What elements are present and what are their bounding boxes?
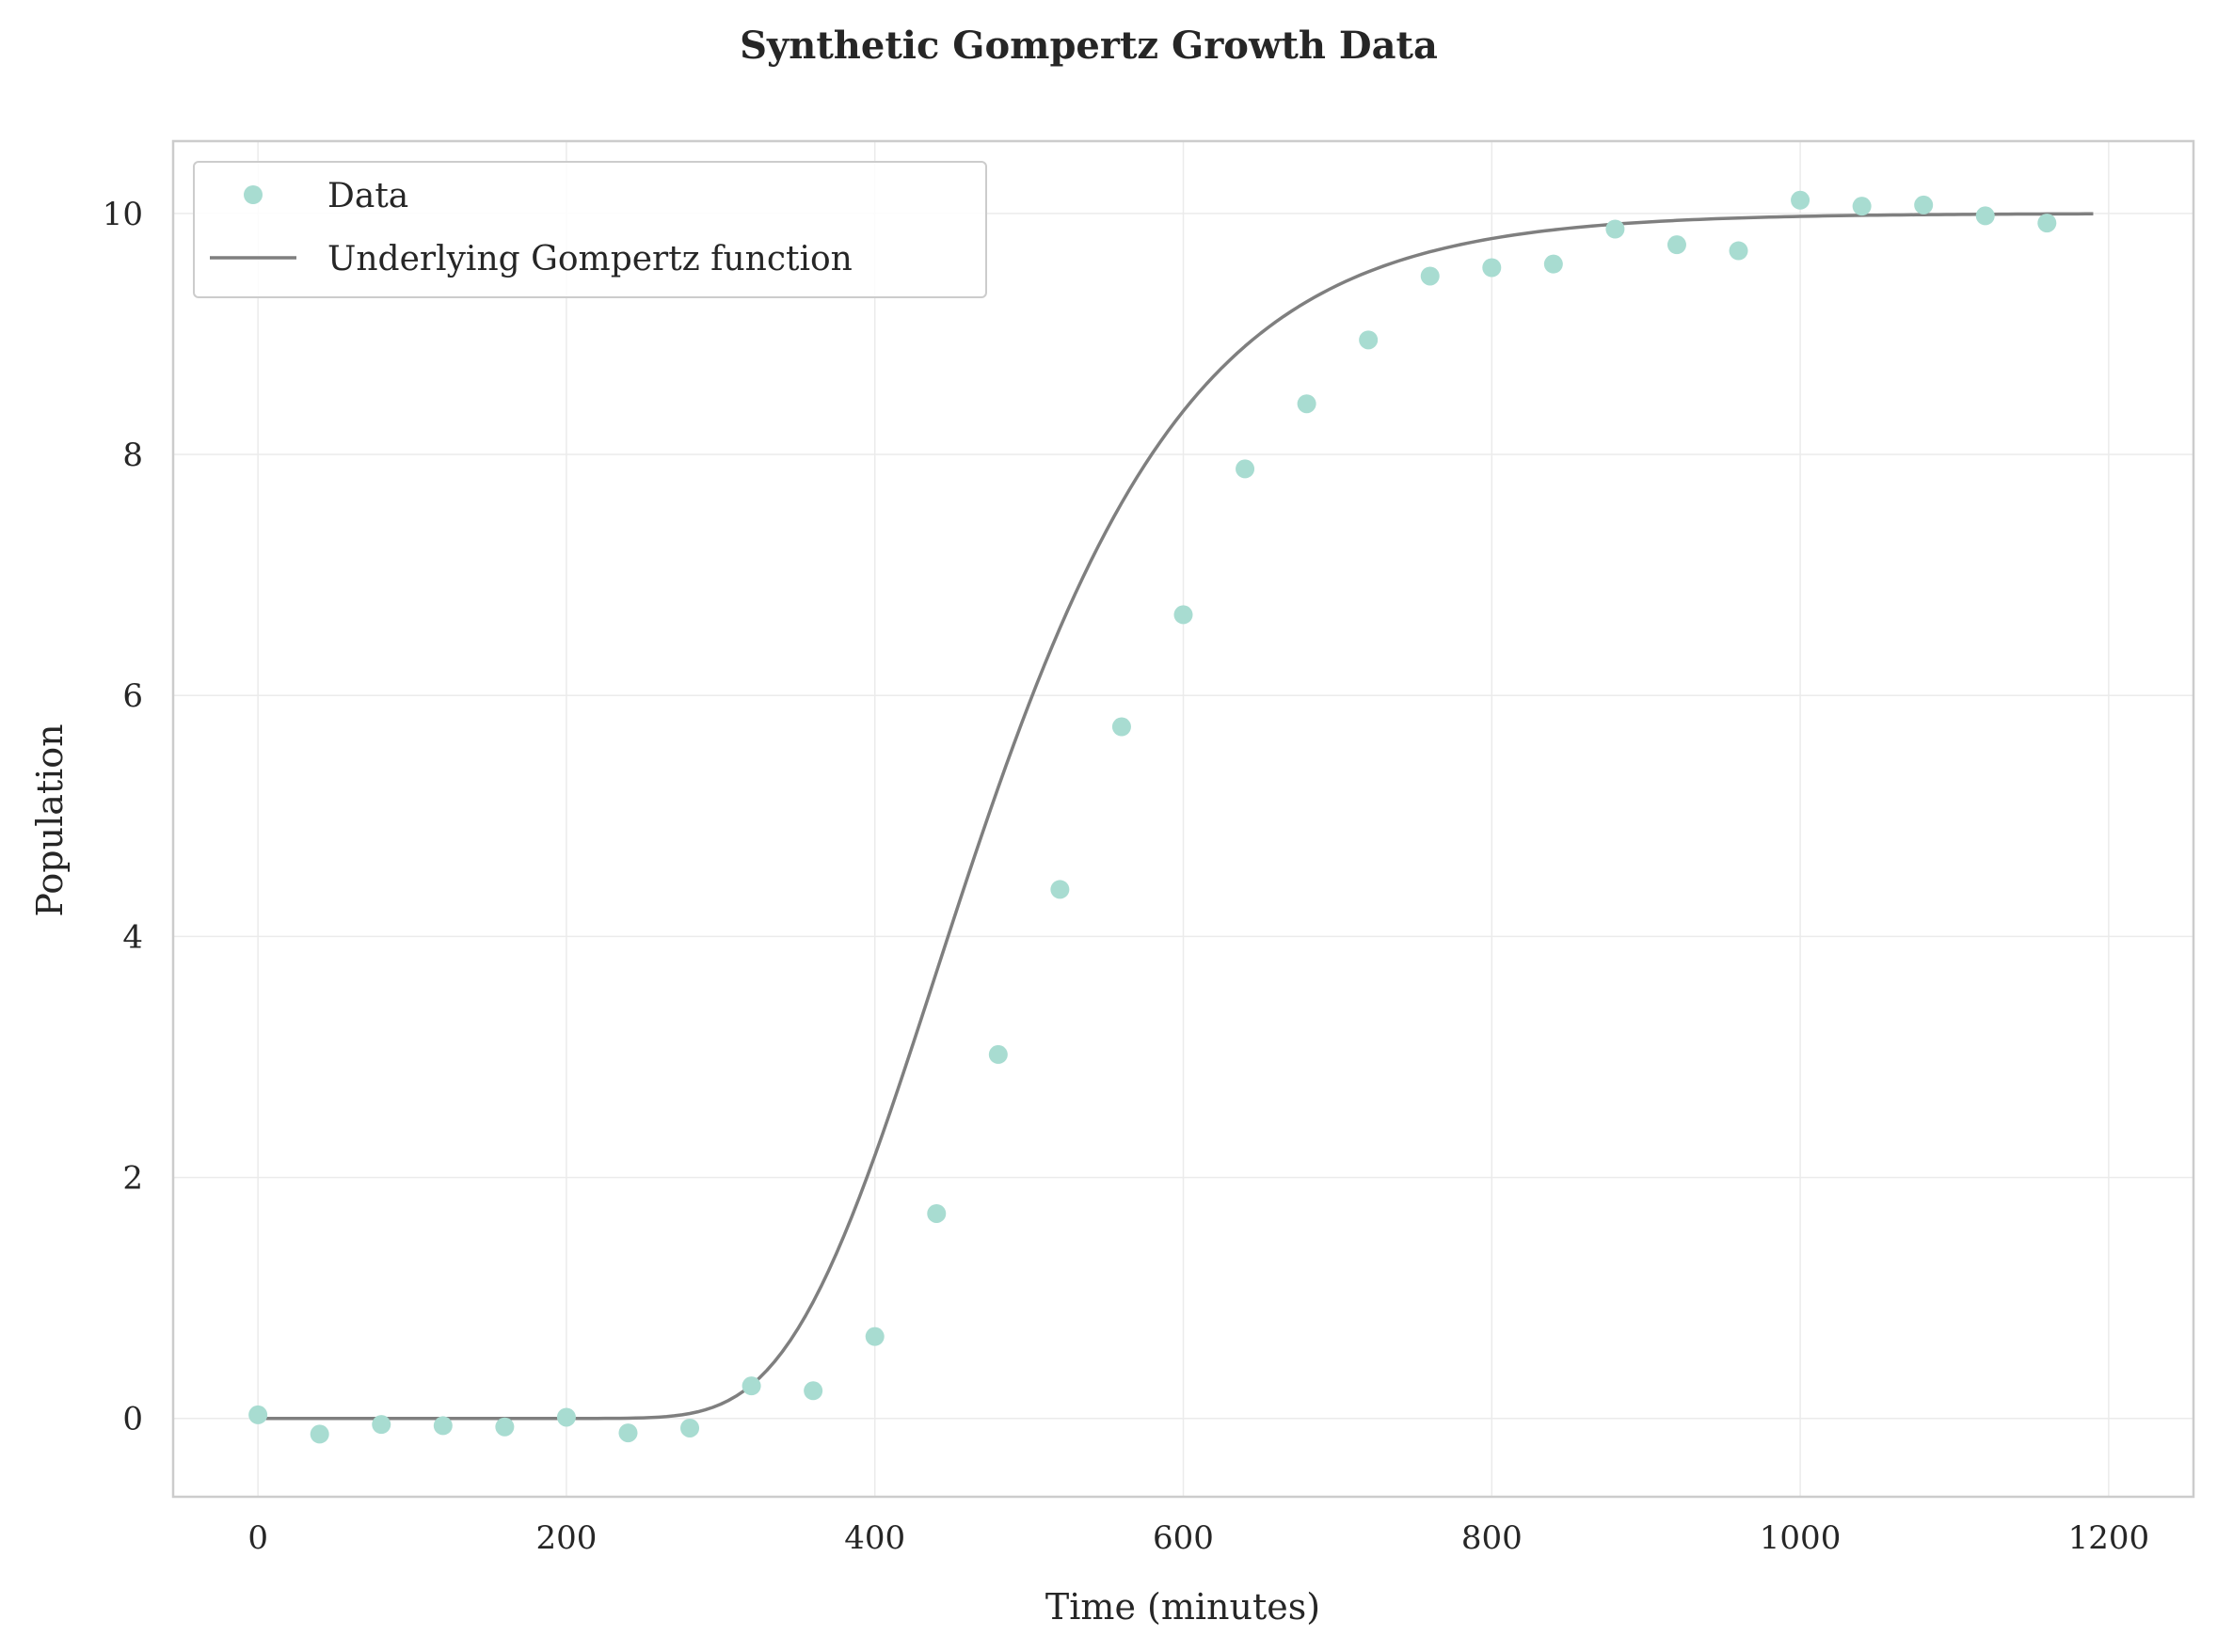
chart-title: Synthetic Gompertz Growth Data [740, 24, 1438, 68]
data-point [618, 1423, 638, 1443]
x-tick-label: 0 [247, 1519, 268, 1557]
data-point [1543, 254, 1563, 274]
data-point [1791, 190, 1810, 210]
x-tick-label: 800 [1461, 1519, 1523, 1557]
data-point [1975, 206, 1995, 226]
data-point [1482, 258, 1502, 278]
data-point [1852, 197, 1872, 216]
data-point [1236, 459, 1255, 479]
data-point [1111, 717, 1131, 737]
x-tick-label: 1200 [2068, 1519, 2150, 1557]
data-point [1667, 235, 1686, 255]
x-axis-label: Time (minutes) [1045, 1586, 1320, 1628]
x-tick-label: 200 [535, 1519, 597, 1557]
data-point [1173, 605, 1193, 625]
data-point [680, 1418, 700, 1438]
y-tick-label: 2 [122, 1160, 143, 1198]
y-tick-label: 8 [122, 437, 143, 474]
data-points [248, 190, 2057, 1444]
data-point [865, 1326, 885, 1346]
data-point [1605, 219, 1625, 239]
y-axis-label: Population [29, 723, 71, 916]
data-point [1914, 195, 1934, 214]
y-tick-label: 6 [122, 677, 143, 715]
data-point [372, 1415, 391, 1435]
data-point [742, 1376, 761, 1396]
legend-box [193, 161, 987, 298]
legend-data-label: Data [327, 177, 408, 215]
data-point [1050, 880, 1070, 899]
data-point [310, 1424, 329, 1444]
y-ticks: 0 2 4 6 8 10 [103, 196, 143, 1438]
x-tick-label: 600 [1153, 1519, 1214, 1557]
legend: Data Underlying Gompertz function [193, 161, 987, 298]
data-point [1359, 330, 1379, 350]
plot-frame [171, 139, 2195, 1499]
y-tick-label: 4 [122, 918, 143, 956]
data-point [1297, 394, 1316, 414]
legend-data-marker [244, 185, 263, 204]
data-point [556, 1407, 576, 1427]
data-point [1420, 266, 1440, 286]
y-tick-label: 10 [103, 196, 143, 233]
data-point [1729, 241, 1748, 261]
legend-curve-label: Underlying Gompertz function [327, 240, 853, 278]
x-ticks: 0 200 400 600 800 1000 1200 [247, 1519, 2149, 1557]
y-tick-label: 0 [122, 1401, 143, 1438]
data-point [2037, 214, 2057, 233]
x-tick-label: 400 [844, 1519, 905, 1557]
x-tick-label: 1000 [1760, 1519, 1842, 1557]
data-point [927, 1203, 947, 1223]
data-point [495, 1417, 515, 1437]
data-point [248, 1405, 268, 1424]
data-point [988, 1044, 1008, 1064]
data-point [804, 1381, 823, 1401]
data-point [433, 1416, 453, 1436]
